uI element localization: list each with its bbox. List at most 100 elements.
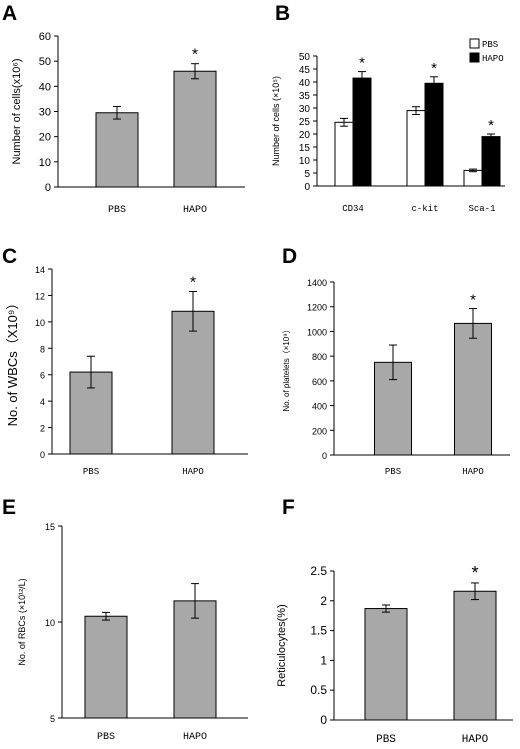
y-tick-label: 1400 bbox=[307, 278, 327, 288]
category-label: c-kit bbox=[411, 204, 438, 214]
category-label: PBS bbox=[385, 467, 401, 477]
y-tick-label: 40 bbox=[39, 81, 51, 93]
bar bbox=[352, 77, 372, 187]
y-tick-label: 0 bbox=[320, 713, 327, 727]
panel-f: F 0 0.5 1 1.5 2 2.5 Reticulocytes(%) PBS * HAPO bbox=[260, 490, 520, 749]
bar bbox=[173, 600, 217, 719]
significance-star: * bbox=[359, 55, 365, 72]
y-tick-label: 5 bbox=[304, 169, 310, 180]
panel-letter: A bbox=[2, 2, 18, 25]
bar bbox=[481, 136, 501, 187]
legend-label: PBS bbox=[482, 40, 498, 50]
y-tick-label: 200 bbox=[312, 426, 327, 436]
chart-c: 0 2 4 6 8 10 12 14 No. of WBCs（X10⁹） PBS * HAPO bbox=[5, 265, 248, 477]
y-tick-label: 25 bbox=[299, 117, 311, 128]
panel-e: E 5 10 15 No. of RBCs (×10¹²/L) PBS HAPO bbox=[0, 490, 260, 749]
y-tick-label: 20 bbox=[39, 132, 51, 144]
panel-letter: D bbox=[282, 245, 298, 268]
y-tick-label: 10 bbox=[45, 618, 55, 628]
panel-letter: E bbox=[2, 496, 17, 519]
y-tick-label: 1000 bbox=[307, 327, 327, 337]
chart-d: 0 200 400 600 800 1000 1200 1400 No. of platelet… bbox=[282, 278, 510, 477]
y-tick-label: 10 bbox=[39, 157, 51, 169]
bar bbox=[454, 322, 492, 456]
y-tick-label: 4 bbox=[40, 397, 45, 407]
y-tick-label: 50 bbox=[299, 52, 311, 63]
legend-label: HAPO bbox=[482, 54, 504, 64]
chart-a: 0 10 20 30 40 50 60 Number of cells(x10⁶) PBS * HA… bbox=[11, 31, 245, 216]
significance-star: * bbox=[488, 117, 494, 134]
legend-swatch bbox=[469, 52, 480, 63]
y-tick-label: 14 bbox=[35, 265, 45, 275]
category-label: PBS bbox=[83, 467, 99, 477]
y-tick-label: 45 bbox=[299, 65, 311, 76]
significance-star: * bbox=[190, 274, 196, 291]
y-tick-label: 0 bbox=[40, 450, 45, 460]
y-tick-label: 20 bbox=[299, 130, 311, 141]
bar bbox=[334, 121, 354, 187]
y-tick-label: 1.5 bbox=[310, 624, 327, 638]
chart-b: 0 5 10 15 20 25 30 35 40 45 50 Number of cells (×10… bbox=[271, 38, 505, 214]
y-tick-label: 0 bbox=[322, 451, 327, 461]
y-tick-label: 50 bbox=[39, 56, 51, 68]
y-tick-label: 2 bbox=[40, 424, 45, 434]
panel-letter: F bbox=[282, 496, 295, 519]
panel-letter: B bbox=[275, 2, 291, 25]
y-tick-label: 2 bbox=[320, 594, 327, 608]
y-axis-title: No. of RBCs (×10¹²/L) bbox=[17, 578, 27, 665]
y-tick-label: 0 bbox=[45, 182, 51, 194]
bar bbox=[406, 110, 426, 187]
category-label: HAPO bbox=[183, 732, 207, 743]
y-tick-label: 400 bbox=[312, 402, 327, 412]
panel-d: D 0 200 400 600 800 1000 1200 1400 No. of platel… bbox=[260, 245, 520, 480]
bar bbox=[84, 615, 128, 719]
category-label: HAPO bbox=[182, 467, 204, 477]
category-label: HAPO bbox=[183, 205, 207, 216]
panel-c: C 0 2 4 6 8 10 12 14 No. of WBCs（X10⁹） PBS * HAPO bbox=[0, 245, 260, 480]
chart-f: 0 0.5 1 1.5 2 2.5 Reticulocytes(%) PBS * HAPO bbox=[276, 563, 513, 746]
y-tick-label: 800 bbox=[312, 352, 327, 362]
y-tick-label: 12 bbox=[35, 291, 45, 301]
bar bbox=[364, 608, 408, 721]
category-label: PBS bbox=[108, 205, 126, 216]
category-label: CD34 bbox=[342, 204, 364, 214]
y-axis-title: Number of cells (×10⁵) bbox=[271, 76, 281, 166]
significance-star: * bbox=[431, 60, 437, 77]
legend-swatch bbox=[469, 38, 480, 49]
significance-star: * bbox=[192, 47, 198, 64]
y-axis-title: No. of WBCs（X10⁹） bbox=[5, 297, 20, 427]
y-tick-label: 0 bbox=[304, 182, 310, 193]
y-tick-label: 6 bbox=[40, 371, 45, 381]
y-tick-label: 35 bbox=[299, 91, 311, 102]
panel-b: B 0 5 10 15 20 25 30 35 40 45 50 Number of cells (×… bbox=[260, 0, 520, 214]
y-tick-label: 15 bbox=[299, 143, 311, 154]
y-tick-label: 5 bbox=[50, 714, 55, 724]
y-tick-label: 600 bbox=[312, 377, 327, 387]
y-tick-label: 60 bbox=[39, 31, 51, 43]
panel-a: A 0 10 20 30 40 50 60 Number of cells(x10⁶) PBS *… bbox=[0, 0, 260, 216]
bar bbox=[424, 82, 444, 187]
bar bbox=[95, 112, 139, 188]
bar bbox=[453, 590, 497, 721]
y-tick-label: 30 bbox=[39, 107, 51, 119]
y-tick-label: 2.5 bbox=[310, 564, 327, 578]
y-tick-label: 40 bbox=[299, 78, 311, 89]
category-label: HAPO bbox=[462, 734, 489, 746]
y-tick-label: 30 bbox=[299, 104, 311, 115]
category-label: PBS bbox=[97, 732, 115, 743]
category-label: PBS bbox=[376, 734, 396, 746]
y-axis-title: Number of cells(x10⁶) bbox=[11, 58, 23, 164]
y-tick-label: 8 bbox=[40, 344, 45, 354]
category-label: Sca-1 bbox=[468, 204, 495, 214]
y-tick-label: 10 bbox=[35, 318, 45, 328]
chart-e: 5 10 15 No. of RBCs (×10¹²/L) PBS HAPO bbox=[17, 522, 248, 743]
panel-letter: C bbox=[2, 245, 18, 268]
y-tick-label: 1200 bbox=[307, 303, 327, 313]
category-label: HAPO bbox=[462, 467, 484, 477]
bar bbox=[173, 70, 217, 188]
y-axis-title: No. of platelets（×10⁹） bbox=[282, 325, 291, 411]
significance-star: * bbox=[471, 563, 478, 583]
bar bbox=[463, 169, 483, 187]
significance-star: * bbox=[470, 292, 476, 309]
y-tick-label: 1 bbox=[320, 653, 327, 667]
